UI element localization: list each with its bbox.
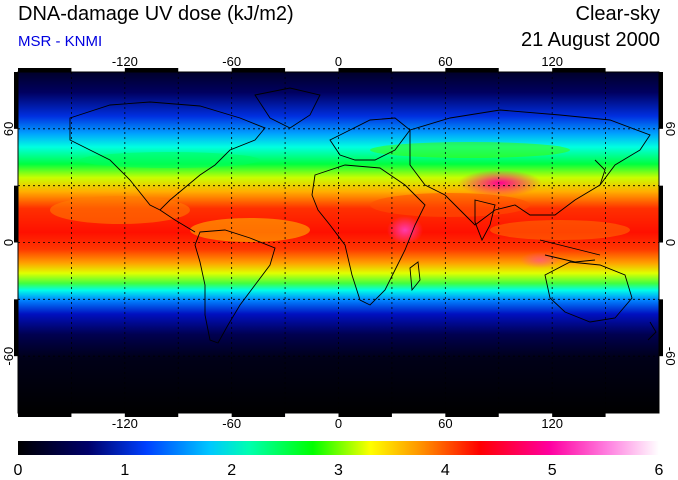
frame-segment xyxy=(18,413,72,417)
condition-label: Clear-sky xyxy=(575,3,660,25)
date-label: 21 August 2000 xyxy=(520,29,660,51)
frame-segment xyxy=(14,299,18,357)
frame-border xyxy=(14,68,663,417)
frame-segment xyxy=(338,68,392,72)
frame-segment xyxy=(231,413,286,417)
colorbar-tick-label: 2 xyxy=(227,462,236,479)
lat-labels-left: 60 0 -60 xyxy=(1,122,16,366)
lon-tick-label: -120 xyxy=(112,54,138,69)
lon-tick-label: 120 xyxy=(541,416,563,431)
lat-tick-label: 0 xyxy=(663,239,678,246)
lon-labels-bottom: -120 -60 0 60 120 xyxy=(112,416,563,431)
lon-tick-label: 0 xyxy=(335,54,342,69)
colorbar-tick-label: 6 xyxy=(655,462,664,479)
map-title: DNA-damage UV dose (kJ/m2) xyxy=(18,3,294,25)
frame-segment xyxy=(231,68,286,72)
frame-segment xyxy=(14,185,18,243)
lon-tick-label: 0 xyxy=(335,416,342,431)
lat-tick-label: -60 xyxy=(1,347,16,366)
lon-tick-label: 120 xyxy=(541,54,563,69)
frame-segment xyxy=(124,413,179,417)
africa-hotspot xyxy=(387,216,423,244)
colorbar-ticks: 0 1 2 3 4 5 6 xyxy=(14,462,664,479)
lat-tick-label: -60 xyxy=(663,347,678,366)
colorbar-tick-label: 5 xyxy=(548,462,557,479)
frame-segment xyxy=(659,185,663,243)
frame-segment xyxy=(338,413,392,417)
frame-segment xyxy=(124,68,179,72)
colorbar-tick-label: 4 xyxy=(441,462,450,479)
frame-segment xyxy=(18,68,72,72)
colorbar-tick-label: 3 xyxy=(334,462,343,479)
colorbar xyxy=(18,441,659,455)
frame-segment xyxy=(659,299,663,357)
lon-tick-label: -60 xyxy=(222,416,241,431)
frame-segment xyxy=(445,413,499,417)
lon-tick-label: -120 xyxy=(112,416,138,431)
colorbar-tick-label: 0 xyxy=(14,462,23,479)
tibet-hotspot xyxy=(458,170,542,196)
lon-labels-top: -120 -60 0 60 120 xyxy=(112,54,563,69)
lat-tick-label: 60 xyxy=(1,122,16,136)
colorbar-tick-label: 1 xyxy=(120,462,129,479)
coastlines xyxy=(69,87,657,344)
credit-label: MSR - KNMI xyxy=(18,33,103,50)
frame-segment xyxy=(659,72,663,129)
frame-segment xyxy=(14,72,18,129)
frame-segment xyxy=(445,68,499,72)
frame-segment xyxy=(552,68,606,72)
lon-tick-label: 60 xyxy=(438,416,452,431)
lon-tick-label: 60 xyxy=(438,54,452,69)
frame-segment xyxy=(552,413,606,417)
graticule xyxy=(18,72,659,413)
lon-tick-label: -60 xyxy=(222,54,241,69)
lat-tick-label: 0 xyxy=(1,239,16,246)
lat-labels-right: 60 0 -60 xyxy=(663,122,678,366)
lat-tick-label: 60 xyxy=(663,122,678,136)
